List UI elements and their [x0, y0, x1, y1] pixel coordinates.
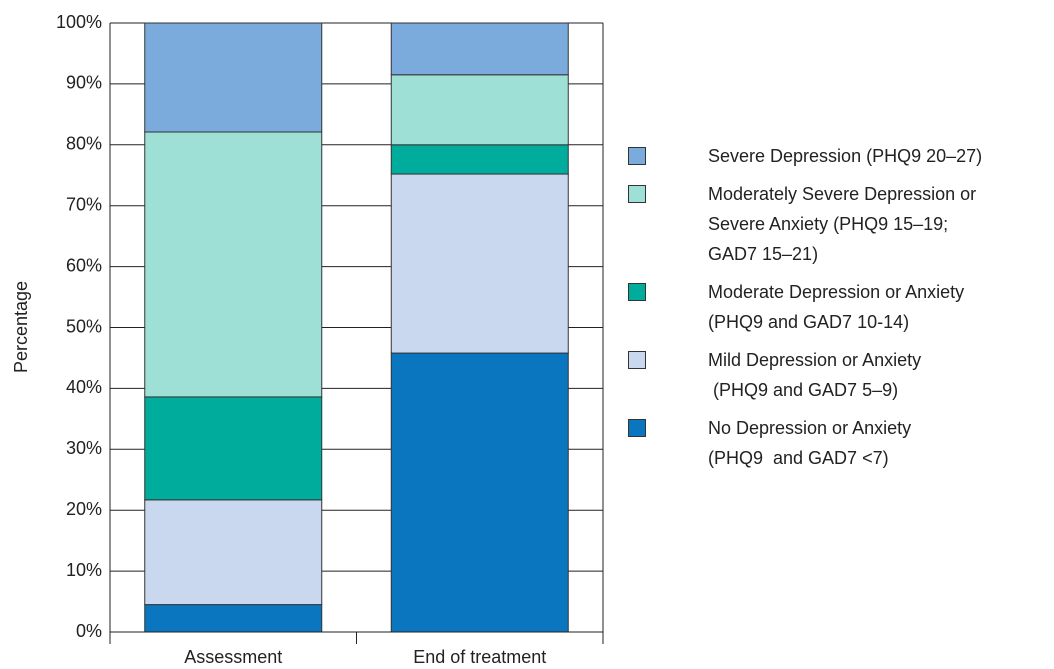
bar-segment	[144, 604, 323, 633]
legend-item: Severe Depression (PHQ9 20–27)	[628, 141, 982, 171]
bar-segment	[144, 22, 323, 133]
y-tick-label: 10%	[66, 560, 102, 580]
legend-swatch	[628, 351, 646, 369]
y-tick-label: 50%	[66, 316, 102, 336]
bar-segment	[144, 396, 323, 501]
legend-item: Moderate Depression or Anxiety (PHQ9 and…	[628, 277, 982, 337]
legend-item: Mild Depression or Anxiety (PHQ9 and GAD…	[628, 345, 982, 405]
bar-segment	[144, 499, 323, 606]
legend: Severe Depression (PHQ9 20–27) Moderately…	[628, 141, 982, 473]
x-tick-label: Assessment	[184, 647, 282, 667]
bar-segment	[144, 131, 323, 398]
y-tick-label: 20%	[66, 499, 102, 519]
legend-label: No Depression or Anxiety (PHQ9 and GAD7 …	[708, 418, 912, 468]
bar-segment	[390, 22, 569, 76]
y-tick-label: 70%	[66, 194, 102, 214]
y-tick-label: 60%	[66, 255, 102, 275]
y-axis-title: Percentage	[11, 281, 31, 373]
legend-swatch	[628, 419, 646, 437]
legend-label: Moderate Depression or Anxiety (PHQ9 and…	[708, 282, 965, 332]
bar-segment	[390, 144, 569, 175]
legend-swatch	[628, 283, 646, 301]
legend-item: No Depression or Anxiety (PHQ9 and GAD7 …	[628, 413, 982, 473]
y-tick-label: 40%	[66, 377, 102, 397]
x-tick-label: End of treatment	[413, 647, 546, 667]
y-tick-label: 80%	[66, 134, 102, 154]
legend-swatch	[628, 147, 646, 165]
legend-swatch	[628, 185, 646, 203]
bar-segment	[390, 352, 569, 633]
legend-label: Mild Depression or Anxiety (PHQ9 and GAD…	[708, 350, 922, 400]
legend-item: Moderately Severe Depression or Severe A…	[628, 179, 982, 269]
y-tick-label: 0%	[76, 621, 102, 641]
legend-label: Moderately Severe Depression or Severe A…	[708, 184, 977, 264]
legend-label: Severe Depression (PHQ9 20–27)	[708, 146, 983, 166]
y-tick-label: 90%	[66, 73, 102, 93]
bar-segment	[390, 74, 569, 146]
y-tick-label: 30%	[66, 438, 102, 458]
bar-segment	[390, 173, 569, 354]
y-tick-label: 100%	[56, 12, 102, 32]
